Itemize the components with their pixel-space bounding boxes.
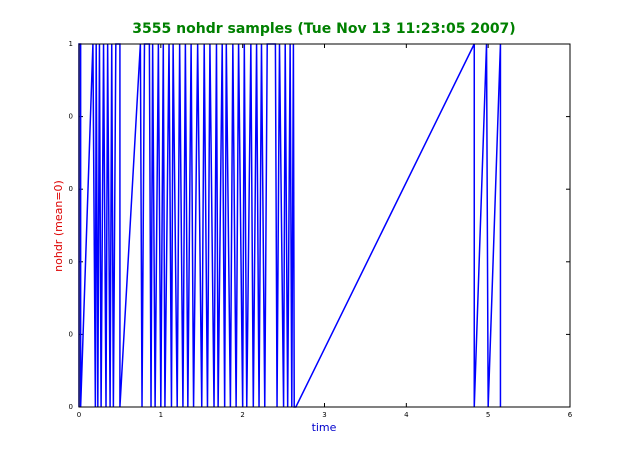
y-tick-label: 0 (69, 403, 73, 411)
y-axis-label: nohdr (mean=0) (52, 180, 65, 272)
x-tick-label: 1 (159, 411, 163, 419)
x-tick-label: 0 (77, 411, 81, 419)
plot-frame (78, 43, 571, 408)
x-tick-label: 4 (404, 411, 409, 419)
x-axis-label: time (312, 421, 337, 434)
y-tick-label: 0 (69, 258, 73, 266)
y-tick-label: 1 (69, 40, 73, 48)
y-tick-label: 0 (69, 185, 73, 193)
chart-title: 3555 nohdr samples (Tue Nov 13 11:23:05 … (132, 21, 515, 37)
y-tick-label: 0 (69, 330, 73, 338)
x-tick-label: 6 (568, 411, 573, 419)
data-line (78, 43, 502, 408)
x-tick-label: 5 (486, 411, 490, 419)
x-tick-label: 2 (240, 411, 244, 419)
x-tick-label: 3 (322, 411, 326, 419)
y-tick-label: 0 (69, 113, 73, 121)
